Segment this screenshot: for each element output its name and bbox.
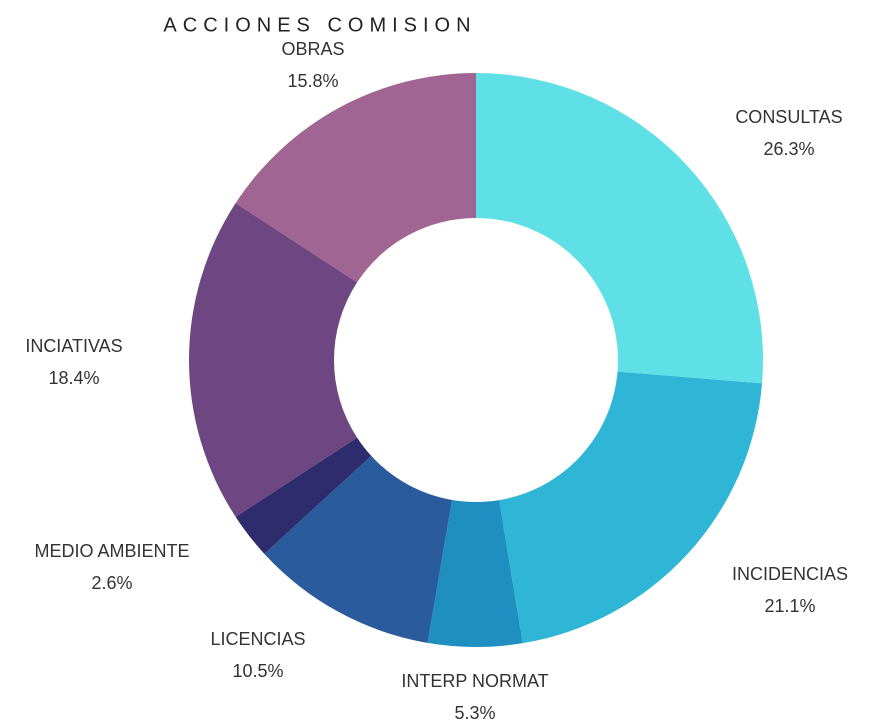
slice-value-label: 18.4% bbox=[48, 368, 99, 388]
slice-value-label: 21.1% bbox=[764, 596, 815, 616]
chart-title: ACCIONES COMISION bbox=[163, 14, 476, 36]
slice-label: INTERP NORMAT bbox=[401, 671, 548, 691]
slice-label: OBRAS bbox=[281, 39, 344, 59]
slice-value-label: 10.5% bbox=[232, 661, 283, 681]
donut-slice bbox=[499, 371, 763, 644]
slice-value-label: 2.6% bbox=[91, 573, 132, 593]
donut-slice bbox=[235, 437, 372, 554]
donut-slice bbox=[264, 455, 453, 643]
donut-slice bbox=[235, 73, 476, 283]
donut-slice bbox=[189, 203, 358, 517]
slice-value-label: 5.3% bbox=[454, 703, 495, 722]
slice-label: MEDIO AMBIENTE bbox=[34, 541, 189, 561]
slice-label: INCIATIVAS bbox=[25, 336, 122, 356]
slice-value-label: 15.8% bbox=[287, 71, 338, 91]
slice-label: LICENCIAS bbox=[210, 629, 305, 649]
slice-label: CONSULTAS bbox=[735, 107, 842, 127]
slice-value-label: 26.3% bbox=[763, 139, 814, 159]
slice-label: INCIDENCIAS bbox=[732, 564, 848, 584]
donut-slice bbox=[476, 73, 764, 384]
donut-slice bbox=[427, 499, 523, 647]
